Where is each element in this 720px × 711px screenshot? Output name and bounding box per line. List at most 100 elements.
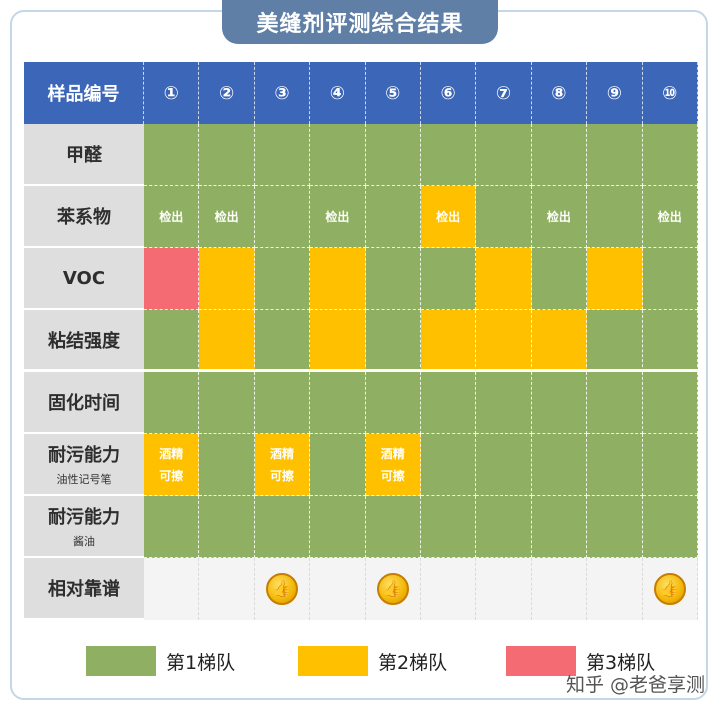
- result-cell: [531, 558, 588, 620]
- result-cell: [531, 124, 588, 186]
- result-cell: 检出: [531, 186, 588, 248]
- result-cell: [144, 372, 200, 434]
- result-cell: [254, 186, 311, 248]
- result-cell: [144, 496, 200, 558]
- result-cell: [476, 496, 532, 558]
- row-label-6: 耐污能力 油性记号笔: [24, 434, 144, 496]
- result-cell: [587, 124, 643, 186]
- result-cell: 酒精 可擦: [254, 434, 311, 496]
- cell-note: 检出: [546, 209, 571, 224]
- sample-number-8: ⑧: [531, 62, 588, 124]
- result-cell: [587, 310, 643, 372]
- result-cell: [531, 496, 588, 558]
- result-cell: 👍: [642, 558, 698, 620]
- legend-swatch-tier3: [506, 646, 576, 676]
- result-cell: [254, 372, 311, 434]
- result-cell: 酒精 可擦: [144, 434, 200, 496]
- row-label-2: 苯系物: [24, 186, 144, 248]
- thumbs-up-medal-icon: 👍: [265, 573, 298, 605]
- result-cell: 检出: [420, 186, 477, 248]
- result-cell: [365, 496, 421, 558]
- result-cell: [365, 186, 421, 248]
- thumbs-up-medal-icon: 👍: [653, 573, 686, 605]
- row-label-7: 耐污能力 酱油: [24, 496, 144, 558]
- sample-number-5: ⑤: [365, 62, 421, 124]
- result-cell: [310, 434, 366, 496]
- result-cell: [476, 372, 532, 434]
- result-cell: [199, 124, 255, 186]
- result-cell: [420, 310, 477, 372]
- result-cell: 酒精 可擦: [365, 434, 421, 496]
- result-cell: [531, 310, 588, 372]
- result-cell: [199, 310, 255, 372]
- row-label-text: VOC: [62, 267, 106, 289]
- result-cell: 检出: [310, 186, 366, 248]
- result-cell: [420, 124, 477, 186]
- row-label-4: 粘结强度: [24, 310, 144, 372]
- sample-number-6: ⑥: [420, 62, 477, 124]
- legend: 第1梯队 第2梯队 第3梯队: [0, 640, 720, 680]
- row-label-text: 苯系物: [57, 207, 111, 228]
- result-cell: [642, 248, 698, 310]
- result-cell: [254, 248, 311, 310]
- result-cell: 检出: [642, 186, 698, 248]
- result-cell: [199, 558, 255, 620]
- result-cell: [365, 310, 421, 372]
- result-cell: [420, 248, 477, 310]
- result-cell: [642, 372, 698, 434]
- results-table: 样品编号 ① ② ③ ④ ⑤ ⑥ ⑦ ⑧ ⑨ ⑩ 甲醛 苯系物 检出 检出 检出 检出 检出 检出 VOC 粘结强度 固化…: [24, 62, 698, 620]
- watermark-text: 知乎 @老爸享测: [566, 674, 706, 696]
- sample-number-1: ①: [144, 62, 200, 124]
- thumbs-up-medal-icon: 👍: [376, 573, 409, 605]
- result-cell: [642, 124, 698, 186]
- row-label-5: 固化时间: [24, 372, 144, 434]
- row-label-8: 相对靠谱: [24, 558, 144, 620]
- result-cell: [476, 434, 532, 496]
- legend-label-tier2: 第2梯队: [378, 652, 448, 674]
- result-cell: [420, 496, 477, 558]
- legend-swatch-tier1: [86, 646, 156, 676]
- result-cell: [587, 186, 643, 248]
- cell-note: 酒精: [380, 446, 405, 461]
- cell-note: 可擦: [380, 468, 405, 483]
- result-cell: [144, 124, 200, 186]
- row-label-1: 甲醛: [24, 124, 144, 186]
- result-cell: [254, 310, 311, 372]
- cell-note: 可擦: [269, 468, 294, 483]
- cell-note: 检出: [214, 209, 239, 224]
- row-label-text: 粘结强度: [48, 330, 120, 352]
- sample-number-9: ⑨: [587, 62, 643, 124]
- result-cell: [476, 248, 532, 310]
- result-cell: [199, 248, 255, 310]
- result-cell: [476, 310, 532, 372]
- result-cell: [310, 372, 366, 434]
- result-cell: [531, 248, 588, 310]
- row-label-text: 甲醛: [66, 145, 102, 166]
- result-cell: [476, 558, 532, 620]
- result-cell: [420, 434, 477, 496]
- sample-number-2: ②: [199, 62, 255, 124]
- legend-label-tier3: 第3梯队: [586, 652, 656, 674]
- cell-note: 检出: [325, 209, 350, 224]
- result-cell: [199, 434, 255, 496]
- row-label-text: 相对靠谱: [48, 579, 120, 600]
- result-cell: [642, 496, 698, 558]
- result-cell: [420, 372, 477, 434]
- result-cell: [587, 496, 643, 558]
- result-cell: [310, 310, 366, 372]
- result-cell: [310, 558, 366, 620]
- result-cell: [365, 248, 421, 310]
- cell-note: 酒精: [269, 446, 294, 461]
- cell-note: 可擦: [159, 468, 184, 483]
- row-label-subtext: 酱油: [73, 535, 95, 548]
- result-cell: [587, 558, 643, 620]
- result-cell: 检出: [199, 186, 255, 248]
- result-cell: [587, 434, 643, 496]
- header-label: 样品编号: [24, 62, 144, 124]
- result-cell: [144, 310, 200, 372]
- row-label-text: 耐污能力: [48, 507, 120, 528]
- result-cell: [476, 124, 532, 186]
- result-cell: [365, 124, 421, 186]
- result-cell: [254, 496, 311, 558]
- sample-number-4: ④: [310, 62, 366, 124]
